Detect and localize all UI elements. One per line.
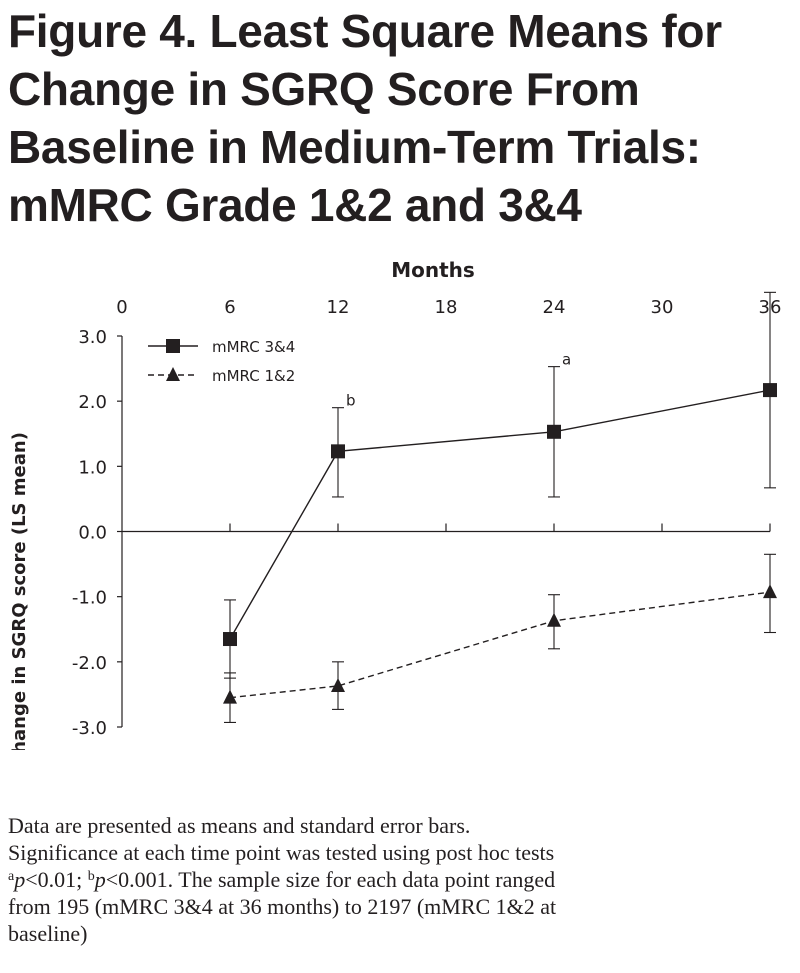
y-tick-label: -1.0 <box>72 588 107 609</box>
series-line <box>229 591 771 699</box>
caption-line-1: Data are presented as means and standard… <box>8 813 471 838</box>
y-tick-label: 2.0 <box>78 392 107 413</box>
chart-layer: 3.02.01.00.0-1.0-2.0-3.00 6 12 18 24 30 36bamM… <box>72 291 781 739</box>
triangle-marker <box>547 612 561 627</box>
x-tick-label: 18 <box>435 297 458 318</box>
figure-caption: Data are presented as means and standard… <box>8 812 796 947</box>
p-threshold-a: <0.01; <box>25 867 88 892</box>
triangle-marker <box>763 584 777 599</box>
footnote-marker-b: b <box>87 869 95 884</box>
y-tick-label: 3.0 <box>78 327 107 348</box>
caption-line-4: from 195 (mMRC 3&4 at 36 months) to 2197… <box>8 894 557 919</box>
square-marker <box>547 424 561 439</box>
triangle-marker <box>166 367 180 381</box>
x-tick-label: 0 <box>116 297 127 318</box>
footnote-marker-a: a <box>8 869 15 884</box>
caption-line-5: baseline) <box>8 921 88 946</box>
square-marker <box>763 383 777 398</box>
caption-line-2: Significance at each time point was test… <box>8 840 555 865</box>
y-tick-label: 1.0 <box>78 457 107 478</box>
triangle-marker <box>331 677 345 692</box>
significance-label: b <box>346 392 356 410</box>
x-tick-label: 12 <box>327 297 350 318</box>
title-line-3: Baseline in Medium-Term Trials: <box>8 121 701 173</box>
x-axis-title: Months <box>391 258 475 282</box>
significance-label: a <box>562 351 571 369</box>
triangle-marker <box>223 689 237 704</box>
title-line-1: Figure 4. Least Square Means for <box>8 5 722 57</box>
square-marker <box>223 632 237 647</box>
caption-line-3: ap<0.01; bp<0.001. The sample size for e… <box>8 866 796 893</box>
title-line-2: Change in SGRQ Score From <box>8 63 640 115</box>
p-symbol-b: p <box>94 867 106 892</box>
title-line-4: mMRC Grade 1&2 and 3&4 <box>8 179 582 231</box>
figure-title: Figure 4. Least Square Means for Change … <box>8 2 798 234</box>
sgrq-line-chart: Months Change in SGRQ score (LS mean) 3.… <box>9 258 781 750</box>
p-threshold-b: <0.001. The sample size for each data po… <box>105 867 556 892</box>
series-line <box>229 389 771 640</box>
x-tick-label: 6 <box>224 297 235 318</box>
x-tick-label: 24 <box>543 297 566 318</box>
p-symbol-a: p <box>14 867 26 892</box>
square-marker <box>166 339 180 353</box>
x-tick-label: 30 <box>651 297 674 318</box>
y-tick-label: -3.0 <box>72 718 107 739</box>
y-tick-label: 0.0 <box>78 523 107 544</box>
y-axis-title: Change in SGRQ score (LS mean) <box>9 432 30 750</box>
square-marker <box>331 444 345 459</box>
y-tick-label: -2.0 <box>72 653 107 674</box>
legend-label: mMRC 3&4 <box>212 338 295 356</box>
legend-label: mMRC 1&2 <box>212 367 295 385</box>
